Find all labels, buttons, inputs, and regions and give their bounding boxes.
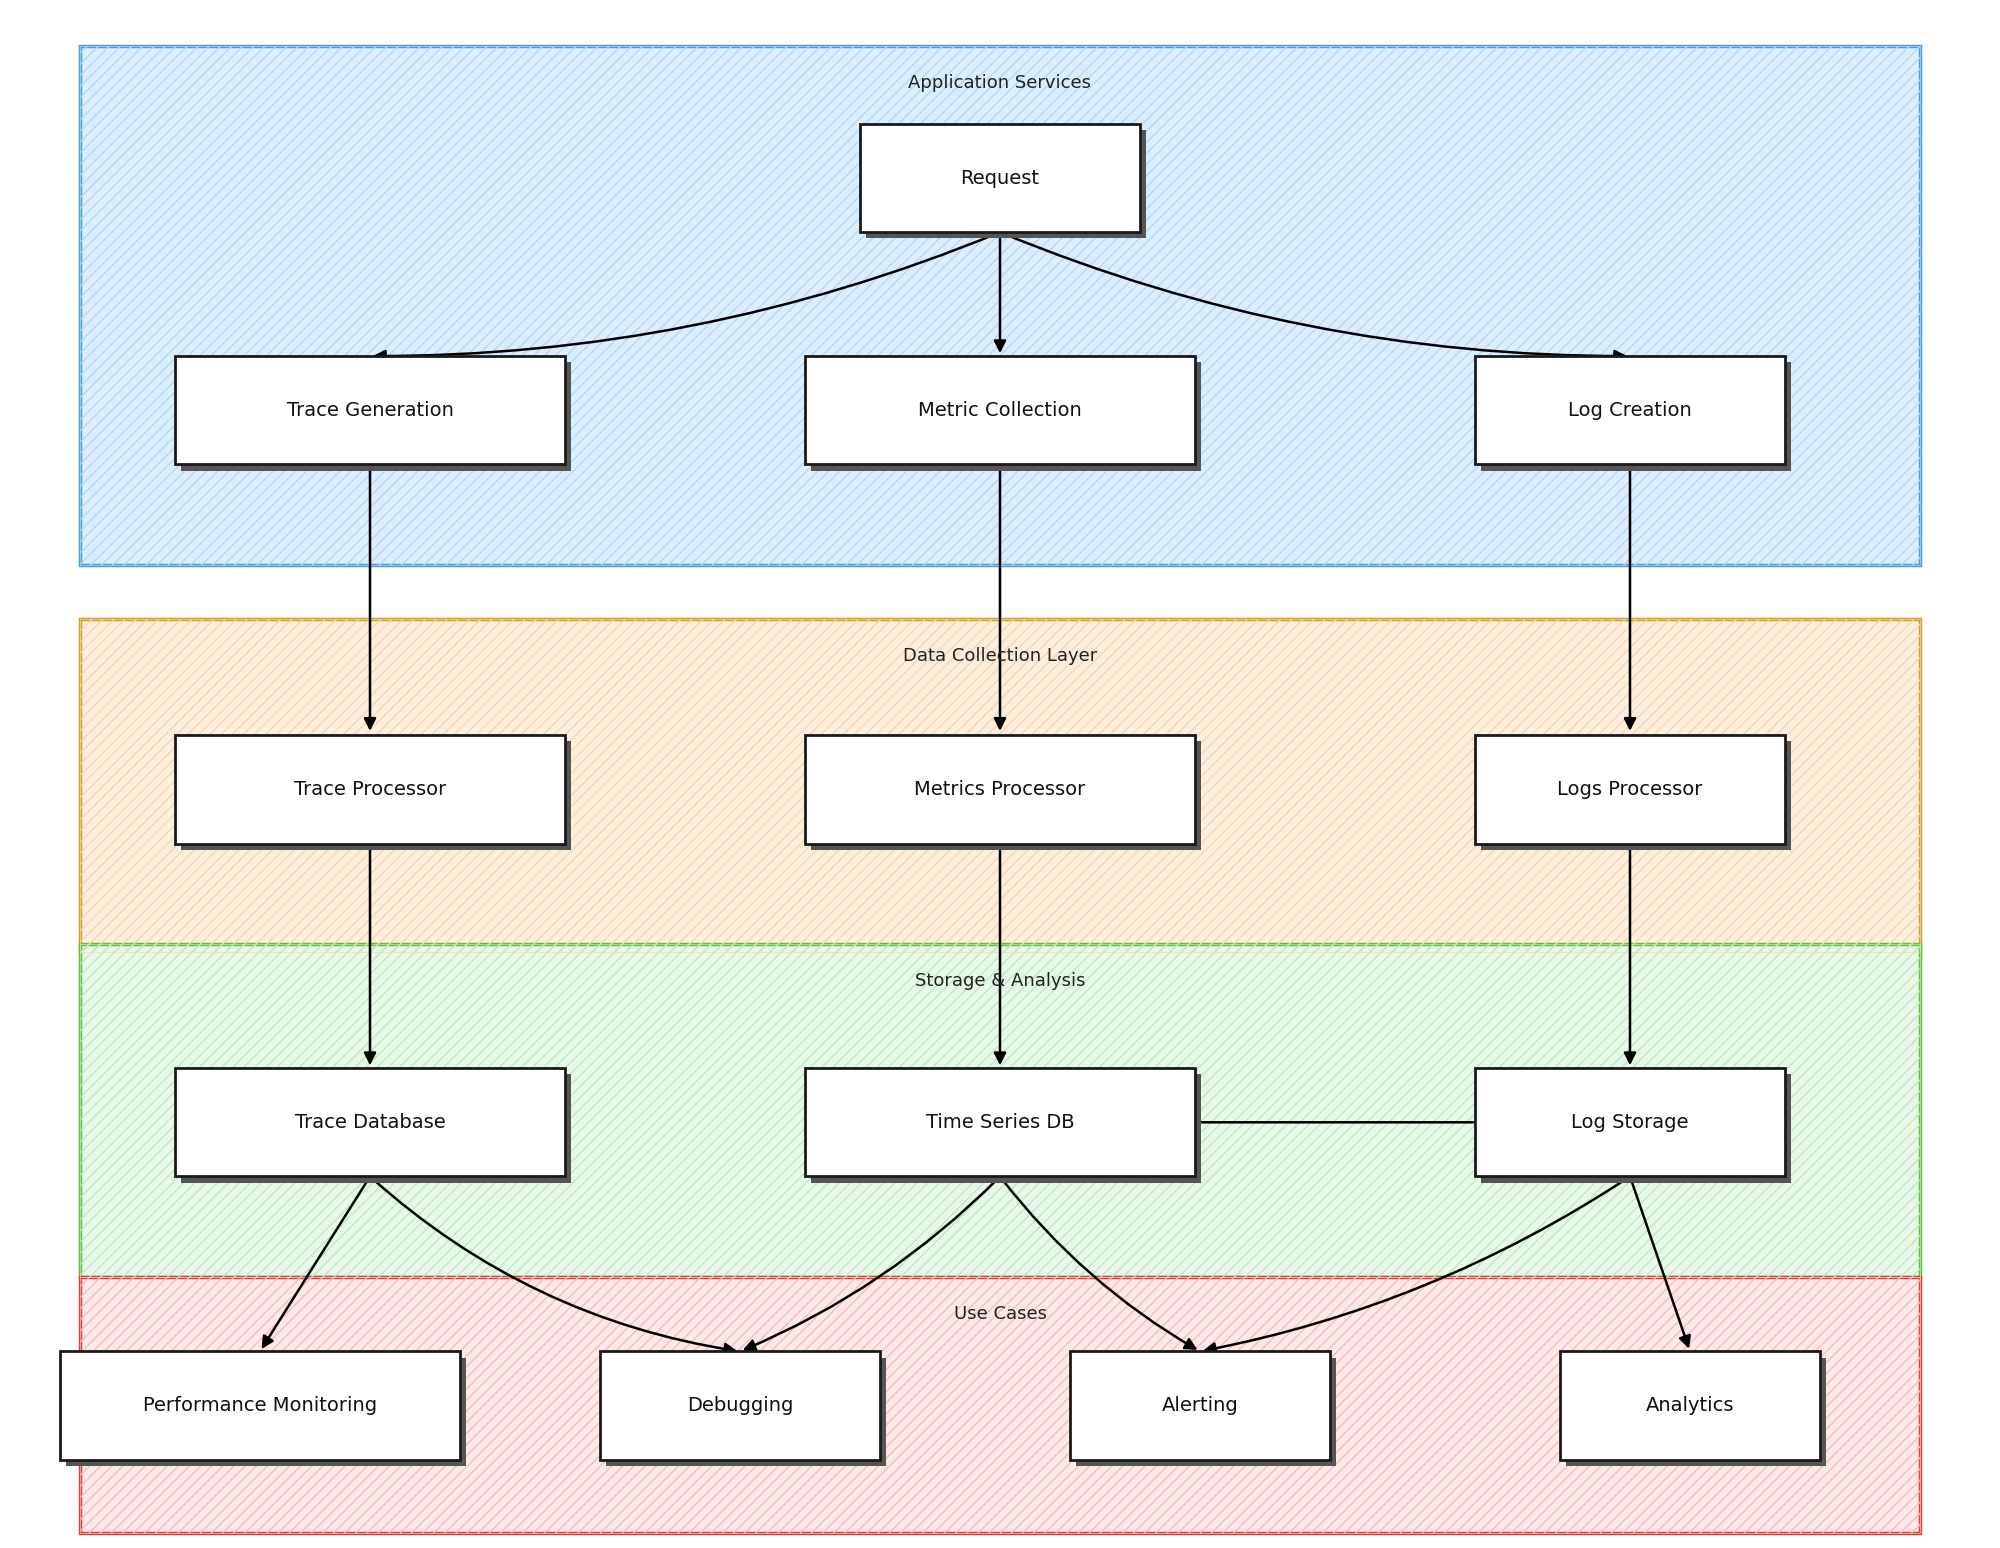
Text: Trace Database: Trace Database	[294, 1113, 446, 1132]
Text: Request: Request	[960, 169, 1040, 187]
Bar	[812, 1074, 1200, 1183]
Bar	[80, 944, 1920, 1277]
Text: Trace Processor: Trace Processor	[294, 780, 446, 799]
Text: Alerting: Alerting	[1162, 1396, 1238, 1415]
Bar	[60, 1351, 460, 1460]
Bar	[66, 1358, 466, 1466]
Bar	[1474, 356, 1784, 464]
Bar	[866, 130, 1146, 238]
Bar	[176, 1068, 566, 1176]
Bar	[606, 1358, 886, 1466]
Text: Metrics Processor: Metrics Processor	[914, 780, 1086, 799]
Bar	[1480, 741, 1790, 850]
Bar	[1566, 1358, 1826, 1466]
Text: Application Services: Application Services	[908, 74, 1092, 93]
Text: Log Storage: Log Storage	[1572, 1113, 1688, 1132]
Text: Metric Collection: Metric Collection	[918, 401, 1082, 420]
Bar	[1560, 1351, 1820, 1460]
Bar	[804, 735, 1194, 844]
Text: Data Collection Layer: Data Collection Layer	[902, 647, 1098, 666]
Text: Analytics: Analytics	[1646, 1396, 1734, 1415]
Bar	[80, 46, 1920, 565]
Text: Trace Generation: Trace Generation	[286, 401, 454, 420]
Text: Performance Monitoring: Performance Monitoring	[142, 1396, 378, 1415]
Bar	[180, 1074, 572, 1183]
Bar	[80, 619, 1920, 952]
Bar	[1480, 1074, 1790, 1183]
Text: Storage & Analysis: Storage & Analysis	[914, 972, 1086, 991]
Bar	[180, 741, 572, 850]
Bar	[176, 356, 566, 464]
Bar	[80, 46, 1920, 565]
Bar	[1474, 1068, 1784, 1176]
Bar	[80, 944, 1920, 1277]
Bar	[80, 619, 1920, 952]
Bar	[804, 356, 1194, 464]
Text: Log Creation: Log Creation	[1568, 401, 1692, 420]
Bar	[860, 124, 1140, 232]
Text: Logs Processor: Logs Processor	[1558, 780, 1702, 799]
Bar	[80, 1277, 1920, 1533]
Bar	[804, 1068, 1194, 1176]
Bar	[180, 362, 572, 471]
Text: Debugging: Debugging	[686, 1396, 794, 1415]
Text: Use Cases: Use Cases	[954, 1305, 1046, 1324]
Text: Time Series DB: Time Series DB	[926, 1113, 1074, 1132]
Bar	[812, 362, 1200, 471]
Bar	[176, 735, 566, 844]
Bar	[80, 1277, 1920, 1533]
Bar	[812, 741, 1200, 850]
Bar	[1076, 1358, 1336, 1466]
Bar	[1070, 1351, 1330, 1460]
Bar	[1474, 735, 1784, 844]
Bar	[1480, 362, 1790, 471]
Bar	[600, 1351, 880, 1460]
